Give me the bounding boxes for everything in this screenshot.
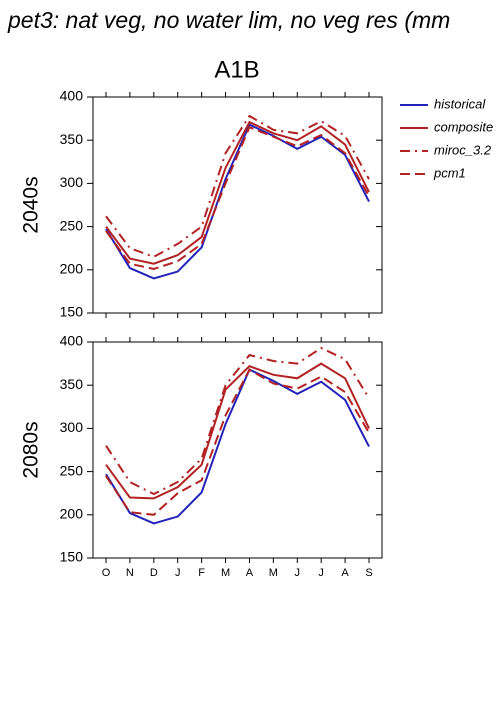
y-tick-label: 350 bbox=[60, 131, 84, 147]
subtitle: A1B bbox=[214, 56, 259, 83]
y-tick-label: 200 bbox=[60, 261, 84, 277]
y-tick-label: 250 bbox=[60, 462, 84, 478]
y-axis-label: 2040s bbox=[20, 176, 43, 233]
legend-label: composite bbox=[434, 119, 493, 134]
y-tick-label: 300 bbox=[60, 174, 84, 190]
plot-frame bbox=[92, 96, 383, 314]
x-tick-label: M bbox=[269, 567, 278, 579]
series-line bbox=[105, 125, 370, 270]
x-tick-label: J bbox=[318, 567, 324, 579]
series-line bbox=[105, 114, 370, 258]
y-tick-label: 350 bbox=[60, 376, 84, 392]
x-tick-label: J bbox=[175, 567, 181, 579]
x-tick-label: J bbox=[295, 567, 301, 579]
x-tick-label: A bbox=[341, 567, 349, 579]
legend-label: miroc_3.2 bbox=[434, 142, 492, 157]
series-line bbox=[105, 368, 370, 516]
x-tick-label: A bbox=[246, 567, 254, 579]
series-line bbox=[105, 368, 370, 525]
x-tick-label: D bbox=[150, 567, 158, 579]
x-tick-label: O bbox=[102, 567, 111, 579]
legend-label: pcm1 bbox=[433, 165, 466, 180]
series-line bbox=[105, 346, 370, 496]
series-line bbox=[105, 120, 370, 265]
y-tick-label: 400 bbox=[60, 88, 84, 104]
y-tick-label: 150 bbox=[60, 549, 84, 565]
x-tick-label: M bbox=[221, 567, 230, 579]
y-tick-label: 200 bbox=[60, 506, 84, 522]
plot-frame bbox=[92, 341, 383, 559]
x-tick-label: N bbox=[126, 567, 134, 579]
figure-title: pet3: nat veg, no water lim, no veg res … bbox=[7, 7, 450, 33]
y-tick-label: 150 bbox=[60, 304, 84, 320]
y-axis-label: 2080s bbox=[20, 421, 43, 478]
series-line bbox=[105, 123, 370, 280]
x-tick-label: S bbox=[365, 567, 372, 579]
series-line bbox=[105, 362, 370, 500]
x-tick-label: F bbox=[198, 567, 205, 579]
legend-label: historical bbox=[434, 96, 486, 111]
y-tick-label: 300 bbox=[60, 419, 84, 435]
y-tick-label: 400 bbox=[60, 333, 84, 349]
y-tick-label: 250 bbox=[60, 217, 84, 233]
